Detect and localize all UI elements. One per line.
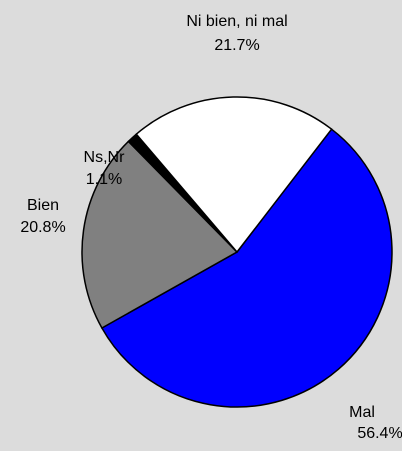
slice-label: Bien (27, 197, 59, 214)
slice-label: Ns,Nr (84, 149, 126, 166)
slice-value-label: 20.8% (20, 219, 65, 236)
slice-value-label: 21.7% (214, 37, 259, 54)
slice-value-label: 56.4% (357, 425, 402, 442)
pie-slice (135, 96, 333, 254)
slice-label: Ni bien, ni mal (186, 13, 287, 30)
pie-slice (81, 140, 239, 330)
slice-value-label: 1.1% (86, 171, 122, 188)
slice-label: Mal (349, 404, 375, 421)
pie-slice (100, 128, 393, 408)
